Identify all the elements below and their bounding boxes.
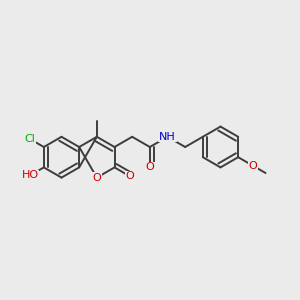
Text: O: O bbox=[249, 161, 258, 171]
Text: Cl: Cl bbox=[25, 134, 35, 144]
Text: O: O bbox=[92, 172, 101, 183]
Text: O: O bbox=[126, 171, 134, 182]
Text: NH: NH bbox=[159, 132, 176, 142]
Text: HO: HO bbox=[22, 170, 39, 180]
Text: O: O bbox=[146, 162, 154, 172]
